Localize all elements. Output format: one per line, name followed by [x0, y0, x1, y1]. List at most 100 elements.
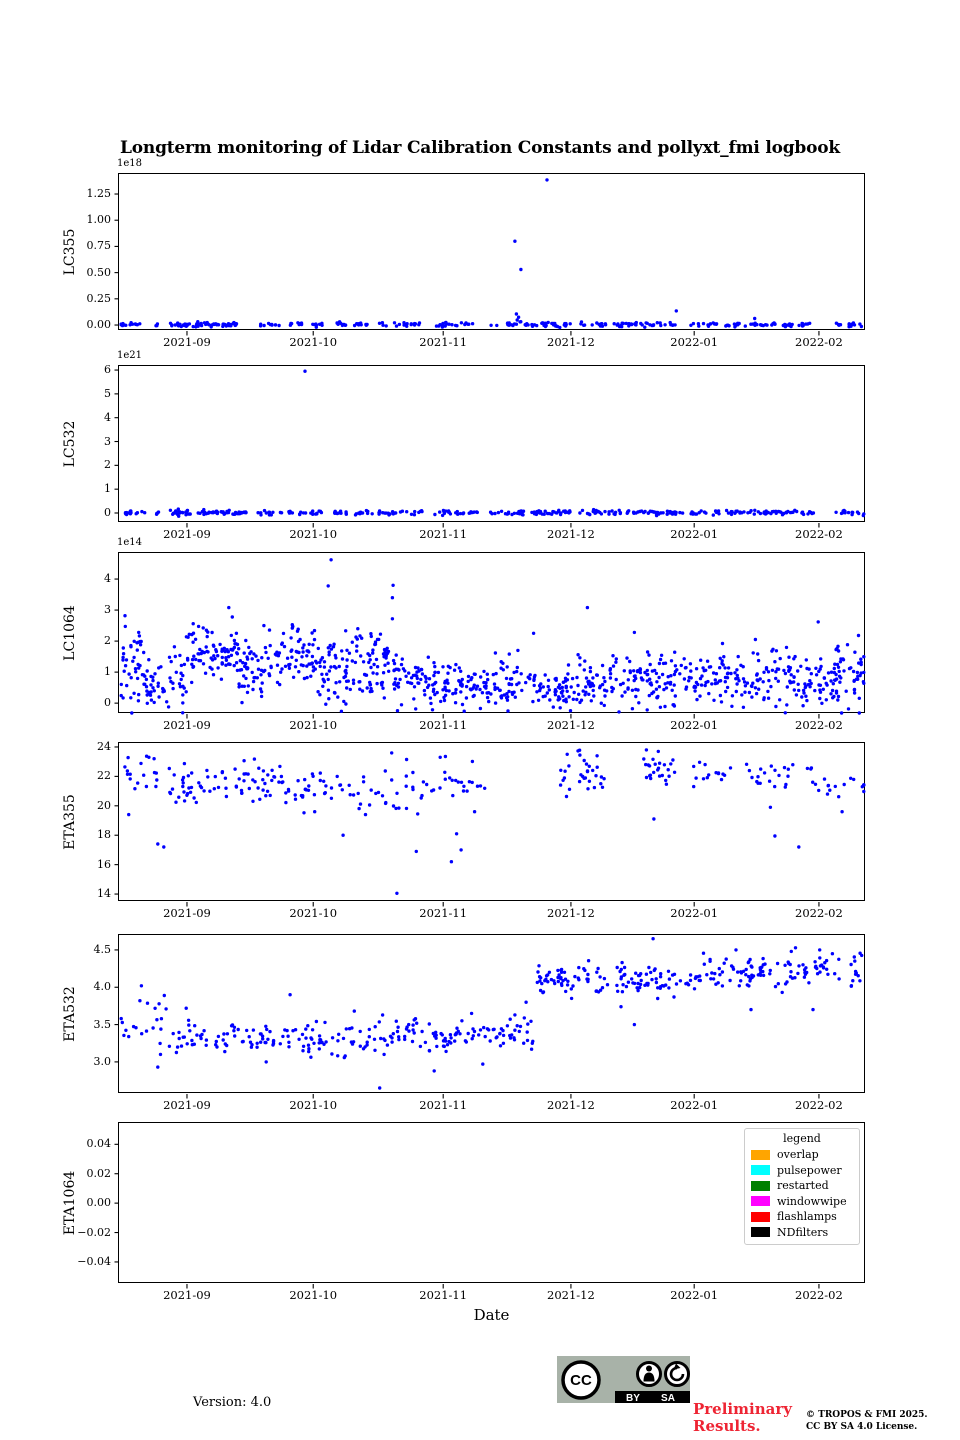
restarted-swatch	[751, 1180, 770, 1191]
subplot-lc1064: LC1064 1e14 0 1 2 3 4 2021-09 2021-10 2021-11 2021…	[62, 537, 866, 732]
y-tick-label: 4.5	[93, 942, 112, 956]
y-tick-label: 0.25	[86, 291, 112, 305]
cc-icon	[561, 1360, 601, 1400]
scatter-points	[114, 746, 866, 907]
scatter-points	[114, 558, 866, 719]
scatter-points	[114, 1143, 820, 1289]
figure-title: Longterm monitoring of Lidar Calibration…	[120, 138, 840, 158]
y-tick-label: 22	[97, 769, 111, 783]
legend-title: legend	[783, 1132, 821, 1145]
y-tick-label: 0.00	[86, 1196, 112, 1210]
cc-sa-label: SA	[661, 1393, 675, 1404]
legend-item-label: overlap	[777, 1148, 819, 1162]
y-tick-label: 0.50	[86, 265, 112, 279]
x-axis-label-date: Date	[473, 1306, 510, 1324]
x-tick-label: 2022-02	[795, 527, 843, 541]
x-tick-label: 2021-09	[163, 527, 211, 541]
x-tick-label: 2021-11	[419, 527, 468, 541]
y-tick-label: 0	[104, 505, 111, 519]
y-tick-label: 3	[104, 603, 111, 617]
x-tick-label: 2022-01	[670, 906, 719, 920]
x-tick-label: 2021-12	[547, 1098, 595, 1112]
x-tick-label: 2022-01	[670, 1098, 719, 1112]
x-tick-label: 2021-10	[289, 718, 338, 732]
y-tick-label: 18	[97, 828, 111, 842]
x-tick-label: 2022-02	[795, 906, 843, 920]
flashlamps-swatch	[751, 1211, 770, 1222]
subplot-lc532: LC532 1e21 0 1 2 3 4 5 6 2021-09 2021-10 2021-11 202…	[62, 350, 866, 541]
legend-item-overlap: overlap	[749, 1147, 855, 1163]
y-tick-label: 5	[104, 386, 111, 400]
y-tick-label: 0	[104, 696, 111, 710]
x-tick-label: 2021-11	[419, 718, 468, 732]
y-tick-label: 4	[104, 410, 111, 424]
scatter-points	[114, 369, 866, 528]
y-tick-label: −0.02	[77, 1225, 111, 1239]
x-tick-label: 2021-11	[419, 1098, 468, 1112]
copyright-text: © TROPOS & FMI 2025. CC BY SA 4.0 Licens…	[806, 1409, 928, 1433]
copyright-line1: © TROPOS & FMI 2025.	[806, 1410, 928, 1420]
y-tick-label: 1	[104, 482, 111, 496]
cc-icon-text: CC	[570, 1372, 592, 1389]
y-tick-label: 2	[104, 458, 111, 472]
legend: legend overlap pulsepower restarted windowwi…	[744, 1128, 860, 1245]
legend-item-flashlamps: flashlamps	[749, 1209, 855, 1225]
x-tick-label: 2021-11	[419, 906, 468, 920]
cc-badge-strip	[615, 1391, 690, 1403]
x-tick-label: 2022-02	[795, 1288, 843, 1302]
x-tick-label: 2021-11	[419, 335, 468, 349]
legend-item-label: windowwipe	[777, 1194, 847, 1208]
preliminary-results-text: Preliminary Results.	[693, 1401, 792, 1435]
pulsepower-swatch	[751, 1165, 770, 1176]
legend-item-label: NDfilters	[777, 1225, 829, 1239]
y-tick-label: 1.00	[86, 213, 112, 227]
y-tick-label: 3.5	[93, 1017, 112, 1031]
x-tick-label: 2022-01	[670, 718, 719, 732]
x-tick-label: 2021-09	[163, 718, 211, 732]
legend-item-label: restarted	[777, 1179, 829, 1193]
x-tick-label: 2022-02	[795, 1098, 843, 1112]
x-tick-label: 2021-11	[419, 1288, 468, 1302]
y-tick-label: 0.75	[86, 239, 112, 253]
x-tick-label: 2021-10	[289, 906, 338, 920]
x-tick-label: 2021-12	[547, 718, 595, 732]
x-tick-label: 2022-01	[670, 335, 719, 349]
y-tick-label: 3	[104, 434, 111, 448]
x-tick-label: 2021-10	[289, 335, 338, 349]
scatter-points	[114, 178, 864, 336]
subplot-eta1064: ETA1064 −0.04 −0.02 0.00 0.02 0.04 2021-09 2021…	[62, 1122, 865, 1324]
y-tick-label: −0.04	[77, 1254, 111, 1268]
y-tick-label: 1.25	[86, 187, 112, 201]
x-tick-label: 2021-09	[163, 1288, 211, 1302]
x-tick-label: 2021-10	[289, 527, 338, 541]
y-tick-label: 16	[97, 857, 111, 871]
x-tick-label: 2021-10	[289, 1098, 338, 1112]
x-tick-label: 2022-02	[795, 335, 843, 349]
x-tick-label: 2021-12	[547, 906, 595, 920]
x-tick-label: 2022-02	[795, 718, 843, 732]
legend-item-windowwipe: windowwipe	[749, 1194, 855, 1210]
preliminary-line2: Results.	[693, 1417, 761, 1435]
cc-license-badge: CC BY SA	[557, 1356, 690, 1404]
legend-item-pulsepower: pulsepower	[749, 1163, 855, 1179]
x-tick-label: 2021-12	[547, 1288, 595, 1302]
legend-item-label: flashlamps	[777, 1210, 837, 1224]
x-tick-label: 2021-09	[163, 335, 211, 349]
preliminary-line1: Preliminary	[693, 1400, 792, 1418]
y-tick-label: 4	[104, 572, 111, 586]
y-tick-label: 0.04	[86, 1137, 112, 1151]
y-tick-label: 20	[97, 798, 111, 812]
y-tick-label: 6	[104, 363, 111, 377]
x-tick-label: 2021-12	[547, 335, 595, 349]
sa-icon	[664, 1361, 690, 1387]
scatter-points	[114, 937, 864, 1099]
y-offset-text: 1e18	[117, 158, 143, 169]
y-tick-label: 1	[104, 665, 111, 679]
x-tick-label: 2022-01	[670, 527, 719, 541]
y-tick-label: 24	[97, 739, 111, 753]
copyright-line2: CC BY SA 4.0 License.	[806, 1422, 918, 1432]
y-axis-label-eta532: ETA532	[62, 985, 78, 1042]
x-tick-label: 2021-10	[289, 1288, 338, 1302]
legend-item-label: pulsepower	[777, 1163, 842, 1177]
